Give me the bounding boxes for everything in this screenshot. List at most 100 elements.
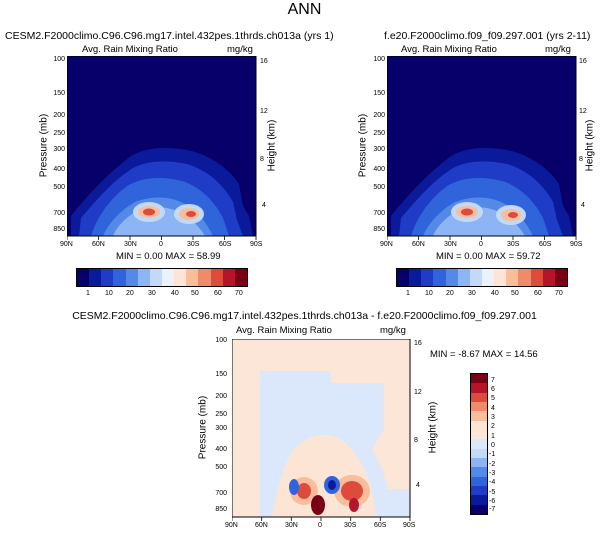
x-tick-label: 0	[159, 241, 163, 248]
y-tick-left: 850	[53, 226, 65, 233]
colorbar-swatch	[186, 269, 199, 286]
colorbar-swatch	[421, 269, 434, 286]
y-tick-left: 500	[215, 464, 227, 471]
colorbar-swatch	[471, 495, 487, 505]
x-tick-label: 60N	[255, 522, 268, 529]
x-tick-label: 60S	[374, 522, 387, 529]
panel-title-diff: CESM2.F2000climo.C96.C96.mg17.intel.432p…	[72, 310, 537, 322]
colorbar-swatch	[471, 420, 487, 430]
x-ticks	[387, 236, 577, 240]
colorbar-swatch	[113, 269, 126, 286]
subtitle-right-units: mg/kg	[545, 44, 571, 55]
y-tick-left: 200	[373, 112, 385, 119]
x-tick-label: 90N	[60, 241, 73, 248]
colorbar-swatch	[174, 269, 187, 286]
y-tick-right: 4	[581, 202, 585, 209]
colorbar-swatch	[494, 269, 507, 286]
colorbar-swatch	[125, 269, 138, 286]
colorbar-swatch	[471, 411, 487, 421]
x-tick-label: 60S	[539, 241, 552, 248]
maximum-sh-peak	[508, 212, 518, 218]
colorbar-label: 70	[235, 290, 243, 297]
y-tick-right: 12	[579, 108, 587, 115]
colorbar-label: 60	[214, 290, 222, 297]
figure-title: ANN	[287, 1, 322, 18]
y-tick-right: 12	[414, 389, 422, 396]
colorbar-swatch	[222, 269, 235, 286]
colorbar-swatch	[457, 269, 470, 286]
colorbar-label: 70	[555, 290, 563, 297]
colorbar-swatch	[554, 269, 567, 286]
y-tick-left: 100	[373, 56, 385, 63]
y-tick-right: 16	[579, 58, 587, 65]
colorbar-label: 20	[126, 290, 134, 297]
subtitle-left-units: mg/kg	[227, 44, 253, 55]
colorbar-label: 2	[491, 423, 495, 430]
colorbar-label: 40	[491, 290, 499, 297]
colorbar-label: 10	[105, 290, 113, 297]
colorbar-swatch	[530, 269, 543, 286]
colorbar-label: -1	[489, 451, 496, 458]
colorbar-swatch	[149, 269, 162, 286]
anomaly-positive-peak	[349, 498, 359, 512]
y-tick-left: 250	[53, 130, 65, 137]
colorbar-swatch	[471, 457, 487, 468]
anomaly-negative-core	[328, 480, 336, 490]
x-tick-label: 90S	[403, 522, 416, 529]
colorbar-swatch	[469, 269, 482, 286]
ylabel-right-height: Height (km)	[427, 401, 439, 454]
y-tick-right: 8	[260, 156, 264, 163]
anomaly-positive-core	[297, 483, 311, 499]
field-left	[67, 56, 256, 236]
x-tick-label: 90S	[250, 241, 263, 248]
subtitle-left-variable: Avg. Rain Mixing Ratio	[82, 44, 178, 55]
y-tick-left: 400	[373, 166, 385, 173]
x-tick-label: 30S	[507, 241, 520, 248]
panel-title-right: f.e20.F2000climo.f09_f09.297.001 (yrs 2-…	[384, 30, 591, 42]
plot-area-left	[67, 56, 257, 240]
field-right	[387, 56, 576, 236]
colorbar-label: 4	[491, 405, 495, 412]
colorbar-swatch	[471, 401, 487, 412]
y-tick-left: 250	[215, 411, 227, 418]
colorbar-swatch	[471, 383, 487, 393]
colorbar-swatch	[481, 269, 495, 286]
colorbar-label: -2	[489, 461, 496, 468]
maximum-sh-peak	[186, 211, 196, 217]
y-tick-left: 850	[373, 226, 385, 233]
colorbar-label: 3	[491, 414, 495, 421]
x-tick-label: 30S	[344, 522, 357, 529]
y-tick-left: 400	[53, 166, 65, 173]
y-tick-left: 700	[215, 490, 227, 497]
colorbar-swatch	[471, 439, 487, 449]
colorbar-swatch	[471, 448, 487, 458]
colorbar-swatch	[445, 269, 458, 286]
colorbar-label: -3	[489, 470, 496, 477]
x-tick-label: 90S	[570, 241, 583, 248]
colorbar-swatch	[137, 269, 150, 286]
x-tick-label: 30S	[187, 241, 200, 248]
colorbar-label: 7	[491, 377, 495, 384]
x-tick-label: 60N	[92, 241, 105, 248]
colorbar-swatch	[77, 269, 90, 286]
colorbar-label: 30	[468, 290, 476, 297]
colorbar-swatch	[397, 269, 410, 286]
y-tick-right: 8	[579, 156, 583, 163]
colorbar-label: 1	[491, 433, 495, 440]
colorbar-label: 1	[406, 290, 410, 297]
colorbar-swatch	[210, 269, 223, 286]
y-tick-right: 16	[260, 58, 268, 65]
y-tick-left: 250	[373, 130, 385, 137]
y-tick-left: 300	[53, 146, 65, 153]
colorbar-label: 20	[446, 290, 454, 297]
colorbar-label: 30	[148, 290, 156, 297]
colorbar-label: 1	[86, 290, 90, 297]
colorbar-swatch	[101, 269, 114, 286]
x-tick-label: 0	[479, 241, 483, 248]
stats-right: MIN = 0.00 MAX = 59.72	[436, 251, 541, 262]
ylabel-left: Pressure (mb)	[197, 395, 209, 460]
y-tick-left: 200	[215, 393, 227, 400]
panel-title-left: CESM2.F2000climo.C96.C96.mg17.intel.432p…	[5, 30, 334, 42]
colorbar-swatch	[518, 269, 531, 286]
x-ticks	[67, 236, 257, 240]
